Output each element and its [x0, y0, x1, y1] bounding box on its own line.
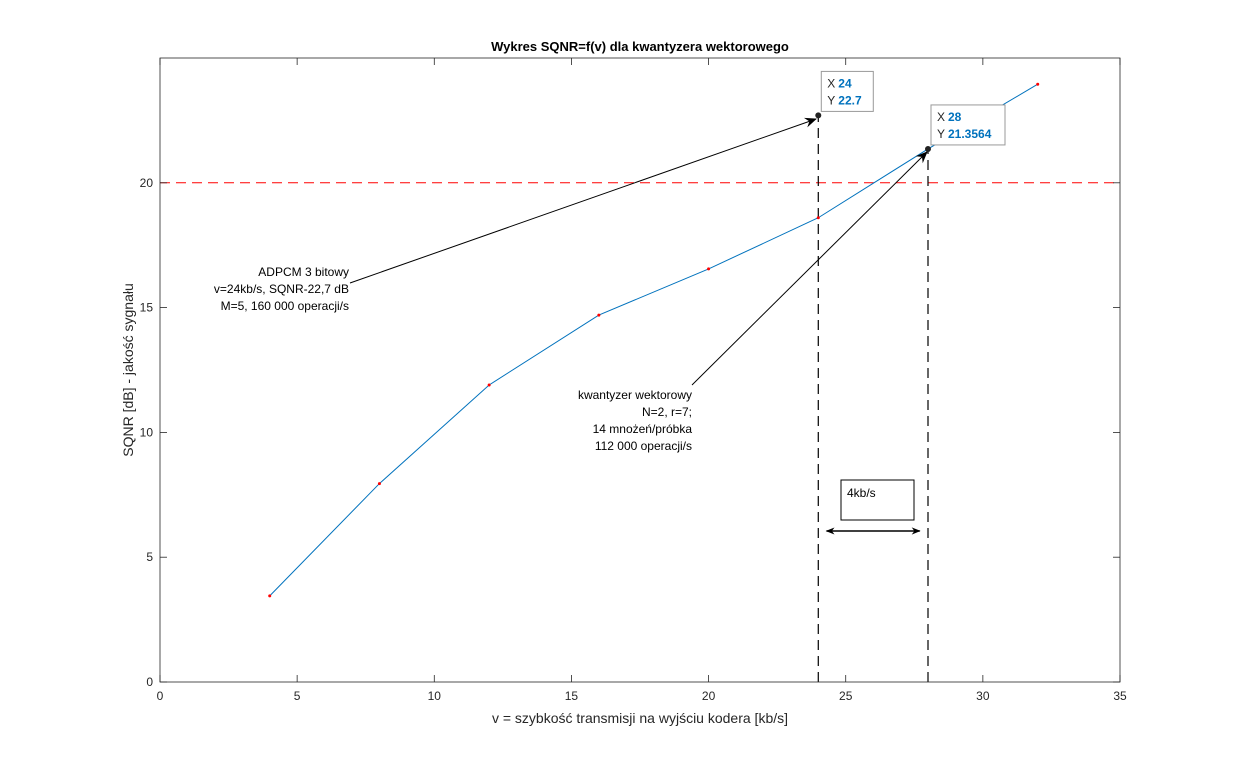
datatips: X 24Y 22.7X 28Y 21.3564 [815, 70, 1006, 152]
y-axis-title: SQNR [dB] - jakość sygnału [120, 283, 136, 457]
datatip-y-value-1: 21.3564 [948, 127, 992, 141]
datatip-x-label-0: X [827, 76, 835, 90]
plot-area [160, 58, 1120, 682]
annotation-vq-line-3: 14 mnożeń/próbka [593, 422, 693, 436]
x-tick-label-5: 25 [839, 689, 853, 703]
datatip-box-1 [930, 104, 1006, 146]
annotation-vq-line-4: 112 000 operacji/s [595, 439, 692, 453]
annotation-adpcm-line-3: M=5, 160 000 operacji/s [221, 299, 349, 313]
annotation-vq-line-1: kwantyzer wektorowy [578, 388, 692, 402]
reference-lines [160, 115, 1120, 682]
chart-title: Wykres SQNR=f(v) dla kwantyzera wektorow… [491, 39, 789, 54]
data-point-5 [816, 216, 820, 220]
annotation-adpcm-line-1: ADPCM 3 bitowy [258, 265, 349, 279]
x-axis-title: v = szybkość transmisji na wyjściu koder… [492, 710, 788, 726]
y-tick-label-0: 0 [146, 675, 153, 689]
annotation-4kbs-box [840, 479, 915, 521]
y-tick-label-2: 10 [140, 425, 154, 439]
data-point-1 [377, 482, 381, 486]
annotation-4kbs-text: 4kb/s [847, 486, 876, 500]
x-tick-label-3: 15 [565, 689, 579, 703]
datatip-y-label-0: Y [827, 93, 835, 107]
data-point-7 [1036, 82, 1040, 86]
series-line-0 [269, 83, 1038, 597]
x-tick-label-0: 0 [157, 689, 164, 703]
axes: 0 5 10 15 20 25 30 35 0 5 10 15 20 [140, 58, 1127, 703]
annotation-vq-line-2: N=2, r=7; [642, 405, 692, 419]
datatip-y-label-1: Y [937, 127, 945, 141]
datatip-y-value-0: 22.7 [838, 93, 862, 107]
x-tick-label-2: 10 [428, 689, 442, 703]
data-point-3 [597, 313, 601, 317]
datatip-x-value-0: 24 [838, 76, 852, 90]
plot-frame [159, 57, 1121, 683]
x-tick-label-4: 20 [702, 689, 716, 703]
x-tick-label-6: 30 [976, 689, 990, 703]
y-tick-label-3: 15 [140, 301, 154, 315]
annotation-adpcm-arrow [349, 117, 817, 284]
annotation-vq-arrow [691, 151, 928, 386]
datatip-box-0 [820, 70, 874, 112]
x-tick-label-7: 35 [1113, 689, 1127, 703]
datatip-x-value-1: 28 [948, 110, 962, 124]
datatip-x-label-1: X [937, 110, 945, 124]
y-tick-label-1: 5 [146, 550, 153, 564]
datatip-marker-0 [815, 112, 822, 119]
data-point-2 [487, 383, 491, 387]
data-point-4 [707, 267, 711, 271]
datatip-marker-1 [925, 145, 931, 152]
y-tick-label-4: 20 [140, 176, 154, 190]
data-point-0 [268, 594, 272, 598]
x-tick-label-1: 5 [294, 689, 301, 703]
annotations: ADPCM 3 bitowy v=24kb/s, SQNR-22,7 dB M=… [214, 117, 928, 535]
annotation-adpcm-line-2: v=24kb/s, SQNR-22,7 dB [214, 282, 349, 296]
